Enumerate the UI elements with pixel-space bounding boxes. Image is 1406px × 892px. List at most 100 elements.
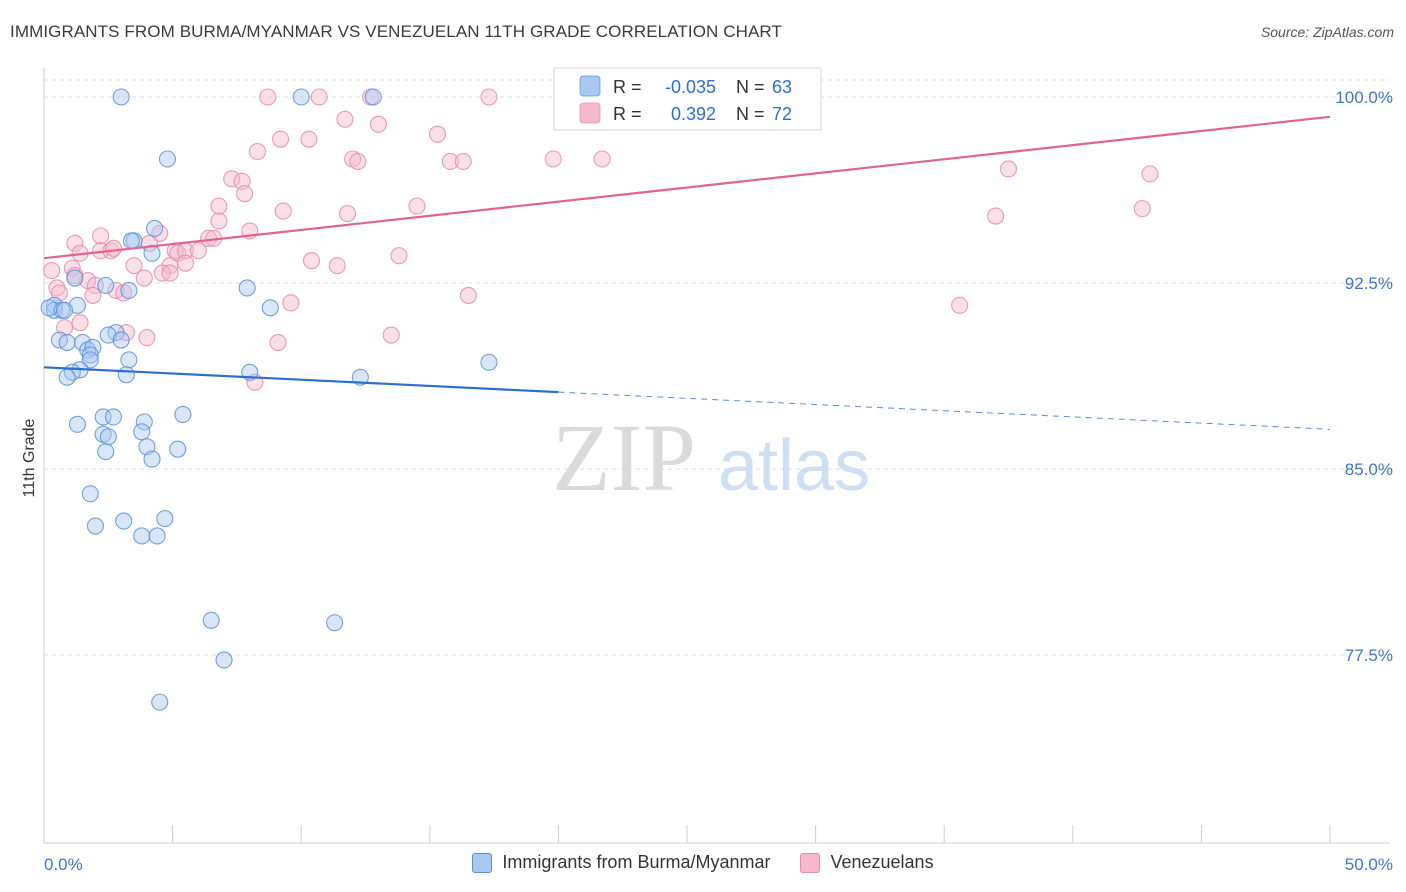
legend-r-value-2: 0.392	[671, 104, 716, 124]
y-tick-label: 100.0%	[1335, 88, 1393, 107]
burma-point	[158, 150, 177, 168]
venezuelans-point	[382, 326, 400, 344]
burma-point	[104, 408, 122, 426]
burma-point	[115, 512, 133, 530]
burma-point	[135, 413, 153, 431]
burma-point	[133, 423, 151, 441]
bottom-legend: Immigrants from Burma/Myanmar Venezuelan…	[0, 852, 1406, 873]
burma-point	[480, 353, 498, 371]
bottom-legend-swatch-burma	[472, 852, 493, 873]
burma-point	[133, 527, 151, 545]
y-tick-label: 77.5%	[1345, 646, 1393, 665]
source-label: Source: ZipAtlas.com	[1260, 24, 1394, 40]
venezuelans-point	[71, 314, 89, 332]
venezuelans-point	[210, 212, 228, 230]
watermark-zip: ZIP	[552, 404, 696, 511]
bottom-legend-item-venezuelans: Venezuelans	[800, 852, 934, 873]
watermark-atlas: atlas	[718, 426, 870, 506]
venezuelans-point	[369, 115, 387, 133]
burma-point	[261, 299, 279, 317]
venezuelans-point	[84, 286, 102, 304]
burma-point	[81, 346, 99, 364]
venezuelans-point	[66, 234, 84, 252]
venezuelans-point	[274, 202, 292, 220]
venezuelans-point	[269, 333, 287, 352]
venezuelans-point	[138, 329, 156, 347]
burma-points	[40, 88, 498, 711]
y-axis-title: 11th Grade	[21, 418, 38, 497]
correlation-legend: R = -0.035 N = 63 R = 0.392 N = 72	[553, 67, 822, 131]
venezuelans-point	[125, 257, 143, 275]
burma-point	[326, 614, 344, 632]
legend-r-label-1: R =	[613, 77, 642, 97]
burma-point	[112, 331, 130, 349]
burma-point	[81, 485, 99, 503]
burma-point	[122, 232, 140, 250]
venezuelans-point	[480, 88, 498, 106]
venezuelans-point	[441, 152, 459, 171]
venezuelans-point	[236, 185, 254, 203]
venezuelans-point	[248, 143, 267, 161]
venezuelans-point	[43, 262, 61, 280]
axes	[43, 68, 1390, 844]
burma-point	[238, 279, 256, 297]
y-tick-label: 85.0%	[1345, 460, 1393, 479]
venezuelans-point	[428, 125, 447, 143]
venezuelans-point	[310, 88, 328, 106]
x-tick-label: 50.0%	[1345, 855, 1393, 874]
venezuelans-point	[336, 110, 354, 128]
x-tick-labels: 0.0% 50.0%	[44, 855, 1393, 874]
venezuelans-point	[408, 197, 426, 215]
bottom-legend-swatch-venezuelans	[800, 852, 821, 873]
bottom-legend-label-venezuelans: Venezuelans	[830, 852, 934, 872]
burma-point	[99, 428, 117, 446]
legend-swatch-venezuelans	[579, 102, 601, 124]
venezuelans-point	[223, 170, 241, 188]
burma-point	[86, 517, 104, 535]
venezuelans-point	[48, 279, 66, 297]
venezuelans-point	[1133, 200, 1151, 218]
venezuelans-point	[390, 247, 408, 265]
venezuelans-point	[151, 224, 169, 242]
venezuelans-point	[189, 242, 207, 260]
burma-point	[99, 326, 117, 344]
legend-n-label-2: N =	[736, 104, 765, 124]
burma-point	[120, 351, 138, 369]
burma-point	[58, 333, 76, 352]
venezuelans-point	[349, 152, 367, 171]
venezuelans-point	[1141, 165, 1159, 183]
venezuelans-point	[328, 257, 346, 275]
burma-point	[148, 527, 166, 545]
trend-lines	[43, 115, 1331, 430]
trend-line-solid	[43, 115, 1331, 260]
burma-point	[56, 301, 74, 319]
venezuelans-point	[104, 239, 122, 257]
burma-point	[117, 366, 135, 384]
venezuelans-point	[459, 286, 477, 304]
x-ticks	[43, 825, 1331, 843]
trend-line-solid	[43, 366, 559, 394]
venezuelans-point	[86, 276, 104, 295]
burma-point	[97, 276, 115, 295]
bottom-legend-label-burma: Immigrants from Burma/Myanmar	[502, 852, 771, 872]
burma-point	[146, 219, 164, 237]
legend-r-label-2: R =	[613, 104, 642, 124]
legend-swatch-burma	[579, 75, 601, 97]
venezuelans-point	[210, 197, 228, 215]
x-tick-label: 0.0%	[44, 855, 83, 874]
burma-point	[68, 296, 86, 314]
venezuelans-point	[282, 294, 300, 312]
venezuelans-point	[272, 130, 290, 148]
burma-point	[174, 405, 192, 423]
burma-point	[351, 368, 369, 386]
burma-point	[156, 510, 174, 528]
venezuelans-point	[259, 88, 277, 106]
bottom-legend-item-burma: Immigrants from Burma/Myanmar	[472, 852, 770, 873]
burma-point	[120, 281, 138, 299]
venezuelans-point	[999, 160, 1018, 178]
burma-point	[143, 450, 161, 468]
burma-point	[169, 440, 187, 458]
venezuelans-point	[951, 296, 969, 314]
burma-point	[81, 351, 99, 369]
